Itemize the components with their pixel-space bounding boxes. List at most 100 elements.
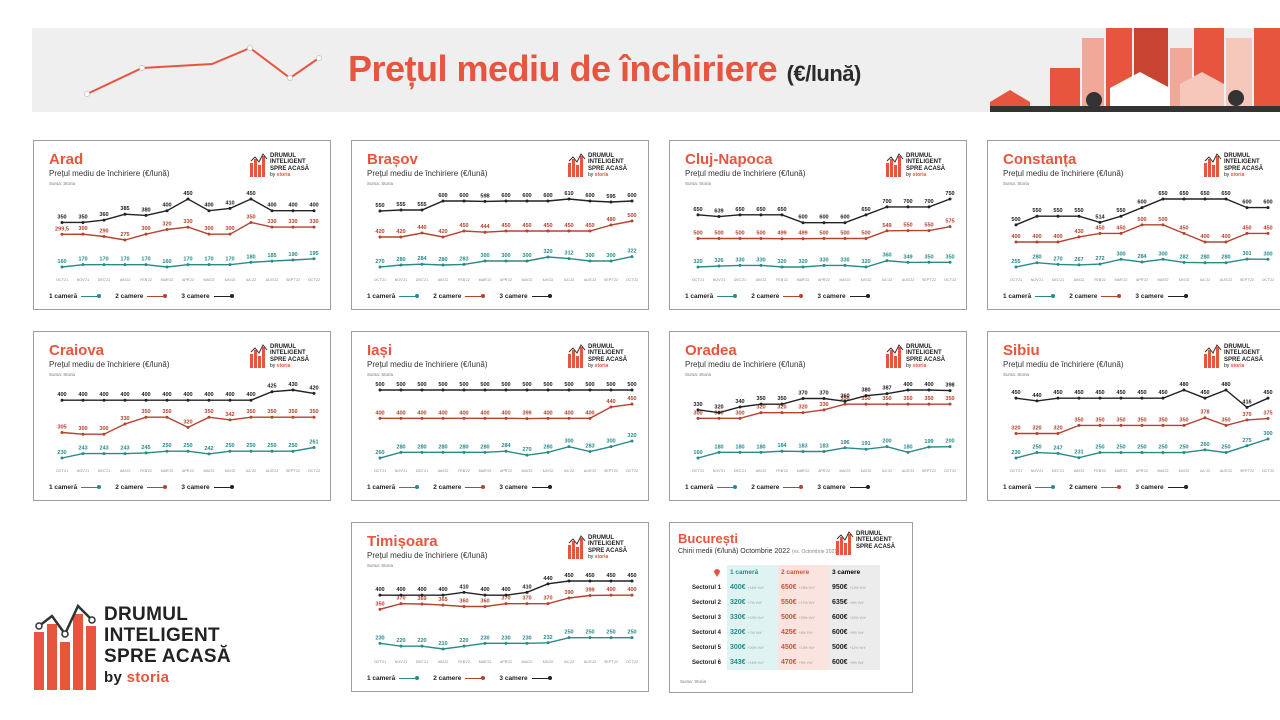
card-subtitle: Prețul mediu de închiriere (€/lună) xyxy=(367,551,488,560)
chart-card-constan-a: Constanța Prețul mediu de închiriere (€/… xyxy=(987,140,1280,310)
legend-item-1: 1 cameră xyxy=(1003,293,1056,300)
data-label: 400 xyxy=(417,587,426,593)
tick-label: IAN'22 xyxy=(438,278,449,282)
data-point xyxy=(822,237,826,241)
data-label: 400 xyxy=(396,410,405,416)
data-point xyxy=(270,209,274,213)
data-label: 365 xyxy=(438,597,447,603)
legend-item-2: 2 camere xyxy=(751,484,804,491)
tick-label: AUG'22 xyxy=(1220,469,1232,473)
data-label: 300 xyxy=(1158,251,1167,257)
cell-value: 600€ xyxy=(832,629,848,636)
data-label: 555 xyxy=(417,202,426,208)
data-point xyxy=(483,450,487,454)
card-city-title: Cluj-Napoca xyxy=(685,151,773,168)
data-point xyxy=(462,229,466,233)
data-label: 243 xyxy=(120,446,129,452)
data-label: 184 xyxy=(777,443,787,449)
legend-item-2: 2 camere xyxy=(1069,293,1122,300)
data-point xyxy=(696,456,700,460)
data-label: 320 xyxy=(714,405,723,411)
tick-label: OCT'21 xyxy=(56,469,68,473)
data-point xyxy=(378,607,382,611)
tick-label: MAI'22 xyxy=(839,469,850,473)
tick-label: IUN'22 xyxy=(225,278,236,282)
data-label: 550 xyxy=(924,223,933,229)
data-point xyxy=(1035,261,1039,265)
cell-change: +20% YoY xyxy=(747,646,764,650)
data-label: 290 xyxy=(99,229,108,235)
data-label: 300 xyxy=(99,426,108,432)
data-point xyxy=(948,260,952,264)
card-subtitle: Prețul mediu de închiriere (€/lună) xyxy=(685,360,806,369)
data-label: 400 xyxy=(99,392,108,398)
data-point xyxy=(1056,214,1060,218)
data-point xyxy=(420,593,424,597)
data-label: 400 xyxy=(501,587,510,593)
data-point xyxy=(1077,235,1081,239)
data-label: 370 xyxy=(501,596,510,602)
data-label: 360 xyxy=(840,393,849,399)
table-cell: 950€ +12% YoY xyxy=(829,580,880,595)
cell-change: +6% YoY xyxy=(798,631,813,635)
data-label: 250 xyxy=(225,443,234,449)
data-point xyxy=(1245,206,1249,210)
tick-label: MAR'22 xyxy=(479,660,492,664)
tick-label: IUL'22 xyxy=(564,469,574,473)
data-label: 600 xyxy=(798,215,807,221)
data-point xyxy=(420,388,424,392)
data-label: 380 xyxy=(861,388,870,394)
data-point xyxy=(207,452,211,456)
data-point xyxy=(1182,231,1186,235)
data-label: 549 xyxy=(882,223,891,229)
data-point xyxy=(696,213,700,217)
data-label: 500 xyxy=(543,382,552,388)
data-label: 160 xyxy=(693,450,702,456)
logo-by-text: by xyxy=(588,362,594,369)
chart-legend: 1 cameră 2 camere 3 camere xyxy=(1003,293,1188,300)
card-subtitle: Chirii medii (€/lună) Octombrie 2022 (vs… xyxy=(678,548,839,555)
page-title-unit: (€/lună) xyxy=(786,61,862,86)
data-point xyxy=(1182,423,1186,427)
data-point xyxy=(504,416,508,420)
chart-card-sibiu: Sibiu Prețul mediu de închiriere (€/lună… xyxy=(987,331,1280,501)
data-point xyxy=(567,579,571,583)
row-label: Sectorul 3 xyxy=(691,614,721,621)
data-point xyxy=(567,229,571,233)
data-point xyxy=(144,263,148,267)
data-label: 400 xyxy=(57,392,66,398)
legend-item-2: 2 camere xyxy=(433,293,486,300)
data-label: 500 xyxy=(564,382,573,388)
data-point xyxy=(378,209,382,213)
tick-label: NOV'21 xyxy=(395,278,407,282)
data-point xyxy=(1266,396,1270,400)
data-label: 330 xyxy=(288,219,297,225)
data-point xyxy=(1035,432,1039,436)
logo-line-2: INTELIGENT xyxy=(270,159,306,166)
logo-bars-icon xyxy=(250,344,268,368)
logo-line-1: DRUMUL xyxy=(906,153,932,159)
logo-brand: storia xyxy=(276,362,291,369)
tick-label: AUG'22 xyxy=(584,469,596,473)
data-label: 500 xyxy=(1137,217,1146,223)
data-point xyxy=(1203,396,1207,400)
source-note: Sursa: Storia xyxy=(367,181,394,186)
data-label: 500 xyxy=(606,382,615,388)
tick-label: FEB'22 xyxy=(776,278,788,282)
data-point xyxy=(123,263,127,267)
data-label: 500 xyxy=(522,382,531,388)
data-label: 340 xyxy=(735,399,744,405)
data-point xyxy=(1224,451,1228,455)
cell-change: +10% YoY xyxy=(747,616,764,620)
source-note: Sursa: Storia xyxy=(680,679,707,684)
data-point xyxy=(483,416,487,420)
data-label: 370 xyxy=(522,596,531,602)
data-point xyxy=(378,416,382,420)
data-label: 450 xyxy=(501,223,510,229)
data-label: 350 xyxy=(756,396,765,402)
data-label: 330 xyxy=(756,257,765,263)
logo-text: DRUMUL INTELIGENT SPRE ACASĂ by storia xyxy=(588,153,627,178)
data-label: 301 xyxy=(1242,251,1251,257)
data-point xyxy=(525,259,529,263)
logo-line-2: INTELIGENT xyxy=(588,541,624,548)
